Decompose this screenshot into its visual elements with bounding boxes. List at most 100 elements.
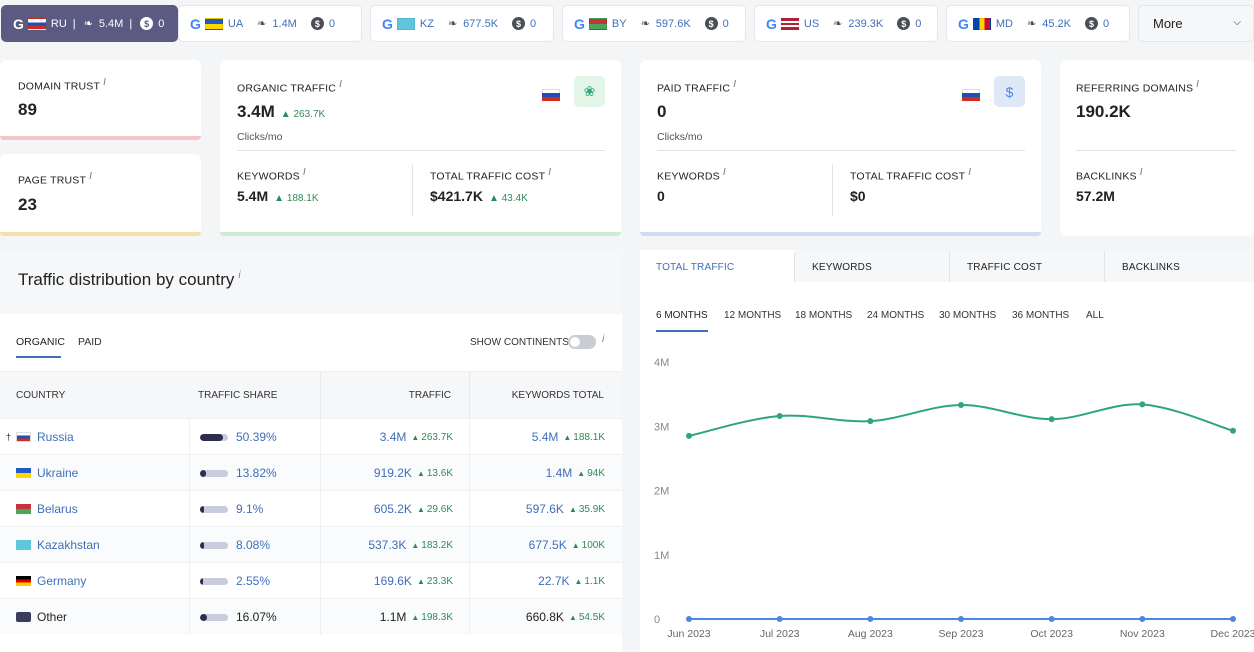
share-cell: 16.07% bbox=[200, 599, 277, 635]
share-value: 9.1% bbox=[236, 502, 264, 516]
keywords-delta: 54.5K bbox=[578, 611, 605, 623]
country-name[interactable]: Germany bbox=[37, 574, 87, 588]
info-icon[interactable]: i bbox=[103, 77, 107, 88]
country-name[interactable]: Belarus bbox=[37, 502, 78, 516]
page-trust-label: PAGE TRUST i bbox=[18, 171, 93, 187]
flag-icon bbox=[16, 576, 31, 586]
traffic-cell: 605.2K ▲ 29.6K bbox=[320, 491, 453, 527]
share-bar bbox=[200, 433, 228, 441]
domain-trust-value: 89 bbox=[18, 100, 37, 119]
country-cell: Germany bbox=[16, 563, 86, 599]
tab-organic[interactable]: ORGANIC bbox=[16, 336, 66, 348]
period-30-months[interactable]: 30 MONTHS bbox=[939, 310, 997, 321]
column-divider bbox=[469, 527, 470, 563]
column-divider bbox=[189, 491, 190, 527]
tab-paid[interactable]: PAID bbox=[78, 336, 102, 348]
table-row[interactable]: Kazakhstan 8.08% 537.3K ▲ 183.2K 677.5K ▲ 100K bbox=[0, 526, 622, 563]
share-bar bbox=[200, 505, 228, 513]
period-24-months[interactable]: 24 MONTHS bbox=[867, 310, 925, 321]
keywords-cell: 5.4M ▲ 188.1K bbox=[470, 419, 605, 455]
column-keywords-total[interactable]: KEYWORDS TOTAL bbox=[511, 390, 604, 401]
tab-keywords[interactable]: KEYWORDS bbox=[812, 261, 872, 273]
share-value: 50.39% bbox=[236, 430, 277, 444]
info-icon[interactable]: i bbox=[89, 171, 93, 182]
traffic-value[interactable]: 3.4M bbox=[379, 430, 407, 444]
share-bar-fill bbox=[200, 577, 203, 585]
table-row[interactable]: Other 16.07% 1.1M ▲ 198.3K 660.8K ▲ 54.5K bbox=[0, 598, 622, 635]
traffic-value[interactable]: 537.3K bbox=[368, 538, 407, 552]
country-name[interactable]: Russia bbox=[37, 430, 74, 444]
organic-cost-row: $421.7K ▲ 43.4K bbox=[430, 188, 528, 206]
keywords-delta: 94K bbox=[587, 467, 605, 479]
keywords-value[interactable]: 22.7K bbox=[538, 574, 570, 588]
keywords-value[interactable]: 1.4M bbox=[545, 466, 573, 480]
google-icon: G bbox=[574, 15, 585, 32]
x-tick-label: Nov 2023 bbox=[1120, 628, 1165, 640]
period-36-months[interactable]: 36 MONTHS bbox=[1012, 310, 1070, 321]
database-tab-us[interactable]: G US ❧ 239.3K $0 bbox=[754, 5, 938, 42]
table-row[interactable]: Germany 2.55% 169.6K ▲ 23.3K 22.7K ▲ 1.1K bbox=[0, 562, 622, 599]
y-tick-label: 0 bbox=[654, 614, 660, 626]
table-row[interactable]: Belarus 9.1% 605.2K ▲ 29.6K 597.6K ▲ 35.9K bbox=[0, 490, 622, 527]
data-point bbox=[958, 616, 964, 622]
period-all[interactable]: ALL bbox=[1086, 310, 1104, 321]
info-icon[interactable]: i bbox=[302, 167, 306, 178]
tab-backlinks[interactable]: BACKLINKS bbox=[1122, 261, 1180, 273]
domain-trust-accent bbox=[0, 136, 201, 140]
table-row[interactable]: † Russia 50.39% 3.4M ▲ 263.7K 5.4M ▲ 188.1K bbox=[0, 418, 622, 455]
column-divider bbox=[469, 419, 470, 455]
info-icon[interactable]: i bbox=[733, 79, 737, 90]
keywords-value[interactable]: 5.4M bbox=[531, 430, 559, 444]
share-value: 16.07% bbox=[236, 610, 277, 624]
traffic-value[interactable]: 605.2K bbox=[373, 502, 412, 516]
organic-traffic-card: ORGANIC TRAFFIC i 3.4M ▲ 263.7K Clicks/mo … bbox=[220, 60, 621, 236]
tab-traffic-cost[interactable]: TRAFFIC COST bbox=[967, 261, 1043, 273]
paid-keywords-label: KEYWORDS i bbox=[657, 167, 726, 183]
data-point bbox=[686, 432, 692, 439]
keywords-value[interactable]: 677.5K bbox=[528, 538, 567, 552]
database-tab-kz[interactable]: G KZ ❧ 677.5K $0 bbox=[370, 5, 554, 42]
country-name[interactable]: Kazakhstan bbox=[37, 538, 100, 552]
info-icon[interactable]: i bbox=[548, 167, 552, 178]
database-tab-ru[interactable]: G RU | ❧ 5.4M | $0 bbox=[1, 5, 178, 42]
info-icon[interactable]: i bbox=[339, 79, 343, 90]
database-tab-by[interactable]: G BY ❧ 597.6K $0 bbox=[562, 5, 746, 42]
traffic-value[interactable]: 169.6K bbox=[373, 574, 412, 588]
data-point bbox=[1139, 616, 1146, 622]
keywords-delta: 35.9K bbox=[578, 503, 605, 515]
more-dropdown[interactable]: More ⌵ bbox=[1138, 5, 1254, 42]
period-18-months[interactable]: 18 MONTHS bbox=[795, 310, 853, 321]
column-traffic[interactable]: TRAFFIC bbox=[408, 390, 451, 401]
period-6-months[interactable]: 6 MONTHS bbox=[656, 310, 708, 321]
info-icon[interactable]: i bbox=[722, 167, 726, 178]
traffic-value[interactable]: 919.2K bbox=[373, 466, 412, 480]
info-icon[interactable]: i bbox=[602, 334, 605, 345]
info-icon[interactable]: i bbox=[1196, 79, 1200, 90]
pin-icon[interactable]: † bbox=[6, 432, 12, 442]
organic-traffic-label: ORGANIC TRAFFIC i bbox=[237, 79, 343, 95]
database-tab-ua[interactable]: G UA ❧ 1.4M $0 bbox=[178, 5, 362, 42]
database-paid: 0 bbox=[915, 17, 922, 30]
keywords-value[interactable]: 660.8K bbox=[525, 610, 564, 624]
database-tab-md[interactable]: G MD ❧ 45.2K $0 bbox=[946, 5, 1130, 42]
info-icon[interactable]: i bbox=[1139, 167, 1143, 178]
leaf-icon[interactable]: ❀ bbox=[574, 76, 605, 107]
column-traffic-share[interactable]: TRAFFIC SHARE bbox=[198, 390, 278, 401]
dollar-icon[interactable]: $ bbox=[994, 76, 1025, 107]
flag-icon bbox=[972, 17, 991, 30]
column-country[interactable]: COUNTRY bbox=[16, 390, 66, 401]
referring-domains-label: REFERRING DOMAINS i bbox=[1076, 79, 1200, 95]
tab-total-traffic[interactable]: TOTAL TRAFFIC bbox=[656, 261, 735, 273]
info-icon[interactable]: i bbox=[238, 270, 241, 282]
up-arrow-icon: ▲ bbox=[416, 576, 425, 586]
show-continents-toggle[interactable] bbox=[568, 335, 596, 349]
vertical-divider bbox=[832, 164, 833, 216]
keywords-value[interactable]: 597.6K bbox=[525, 502, 564, 516]
info-icon[interactable]: i bbox=[968, 167, 972, 178]
period-12-months[interactable]: 12 MONTHS bbox=[724, 310, 782, 321]
y-tick-label: 3M bbox=[654, 421, 669, 433]
traffic-value[interactable]: 1.1M bbox=[379, 610, 407, 624]
x-tick-label: Aug 2023 bbox=[848, 628, 893, 640]
table-row[interactable]: Ukraine 13.82% 919.2K ▲ 13.6K 1.4M ▲ 94K bbox=[0, 454, 622, 491]
country-name[interactable]: Ukraine bbox=[37, 466, 79, 480]
